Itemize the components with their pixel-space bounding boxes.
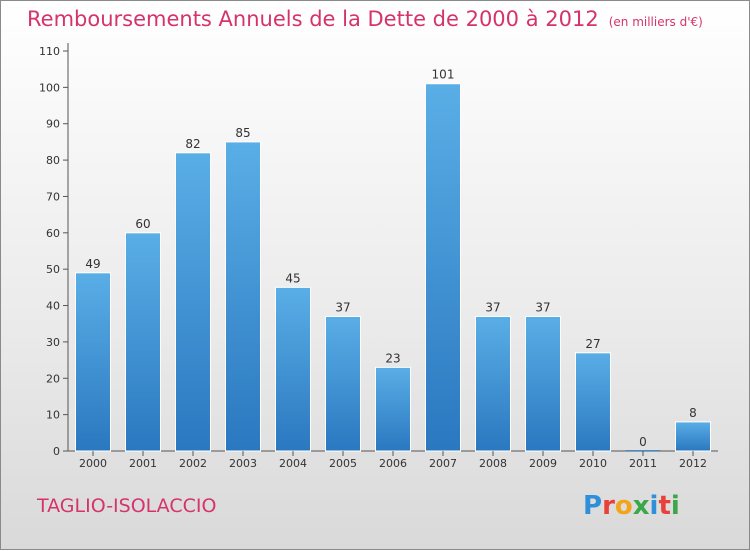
y-tick-label: 30 <box>46 336 60 349</box>
bar <box>475 315 511 452</box>
y-tick-label: 60 <box>46 227 60 240</box>
bar-value-label: 49 <box>85 257 100 271</box>
x-tick-label: 2007 <box>429 457 457 470</box>
logo-letter: i <box>670 491 680 521</box>
x-tick-label: 2005 <box>329 457 357 470</box>
bar-value-label: 37 <box>535 300 550 314</box>
bar <box>325 315 361 452</box>
y-tick-label: 90 <box>46 118 60 131</box>
y-tick-label: 100 <box>39 81 60 94</box>
x-tick-label: 2004 <box>279 457 307 470</box>
bar-value-label: 8 <box>689 406 697 420</box>
bar <box>175 152 211 452</box>
y-tick-label: 70 <box>46 190 60 203</box>
logo-letter: x <box>632 491 650 521</box>
y-tick-label: 40 <box>46 300 60 313</box>
bar-value-label: 82 <box>185 137 200 151</box>
chart-title-text: Remboursements Annuels de la Dette de 20… <box>27 7 599 31</box>
y-tick-label: 80 <box>46 154 60 167</box>
bar-value-label: 37 <box>335 300 350 314</box>
y-tick-label: 10 <box>46 409 60 422</box>
bar-value-label: 85 <box>235 126 250 140</box>
x-tick-label: 2001 <box>129 457 157 470</box>
x-tick-label: 2008 <box>479 457 507 470</box>
y-tick-label: 0 <box>53 445 60 458</box>
bar-value-label: 101 <box>432 68 455 82</box>
proxiti-logo: Proxiti <box>583 491 680 521</box>
bar <box>125 232 161 452</box>
y-tick-label: 50 <box>46 263 60 276</box>
bar <box>675 421 711 452</box>
bar <box>275 286 311 452</box>
bar-value-label: 37 <box>485 300 500 314</box>
y-tick-label: 110 <box>39 45 60 58</box>
chart-subtitle: (en milliers d'€) <box>608 15 703 29</box>
bar <box>525 315 561 452</box>
bar <box>575 352 611 452</box>
x-tick-label: 2002 <box>179 457 207 470</box>
bar <box>375 366 411 452</box>
logo-letter: t <box>658 491 671 521</box>
bar <box>425 83 461 452</box>
logo-letter: o <box>614 491 633 521</box>
commune-name: TAGLIO-ISOLACCIO <box>37 495 217 517</box>
logo-letter: P <box>583 491 603 521</box>
x-tick-label: 2003 <box>229 457 257 470</box>
x-tick-label: 2009 <box>529 457 557 470</box>
bar-value-label: 60 <box>135 217 150 231</box>
chart-title: Remboursements Annuels de la Dette de 20… <box>27 7 703 31</box>
logo-letter: r <box>602 491 615 521</box>
bar-value-label: 45 <box>285 271 300 285</box>
bar <box>75 272 111 452</box>
bar-value-label: 0 <box>639 435 647 449</box>
x-tick-label: 2000 <box>79 457 107 470</box>
y-tick-label: 20 <box>46 372 60 385</box>
bar <box>225 141 261 452</box>
bar-value-label: 27 <box>585 337 600 351</box>
bar-value-label: 23 <box>385 351 400 365</box>
logo-letter: i <box>649 491 659 521</box>
x-tick-label: 2011 <box>629 457 657 470</box>
x-tick-label: 2010 <box>579 457 607 470</box>
x-tick-label: 2012 <box>679 457 707 470</box>
x-tick-label: 2006 <box>379 457 407 470</box>
